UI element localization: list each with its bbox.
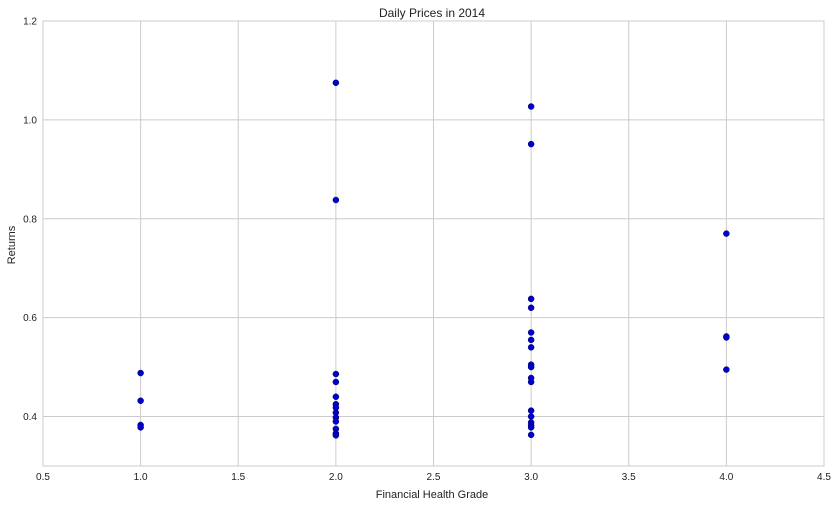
scatter-point [527,407,535,414]
chart-title: Daily Prices in 2014 [379,6,485,20]
scatter-point [723,334,730,341]
scatter-point [332,196,340,204]
scatter-point [527,103,535,110]
x-tick-label: 1.0 [134,472,148,483]
y-tick-label: 0.8 [23,214,37,225]
y-axis-label: Returns [6,225,18,264]
scatter-point [527,424,535,431]
scatter-point [332,393,340,401]
x-tick-label: 0.5 [36,472,50,483]
scatter-point [332,370,340,378]
x-axis-ticks: 0.5 1.0 1.5 2.0 2.5 3.0 3.5 4.0 4.5 [36,472,831,483]
x-tick-label: 3.0 [524,472,538,483]
x-tick-label: 1.5 [231,472,245,483]
plot-area-frame [42,20,825,467]
y-tick-label: 1.0 [23,115,37,126]
scatter-point [527,363,535,371]
x-tick-label: 4.5 [817,472,831,483]
scatter-point [332,432,340,439]
scatter-point [332,378,340,386]
scatter-point [527,378,535,386]
scatter-point [332,79,340,87]
scatter-point [527,304,535,312]
scatter-point [137,369,144,377]
scatter-point [527,431,535,439]
x-axis-label: Financial Health Grade [376,489,489,501]
scatter-point [527,413,535,420]
scatter-point [332,418,340,425]
scatter-point [723,230,730,237]
y-tick-label: 1.2 [23,17,37,28]
scatter-point [527,295,535,303]
x-tick-label: 3.5 [622,472,636,483]
scatter-point [137,424,144,431]
x-tick-label: 4.0 [719,472,733,483]
scatter-point [527,344,535,351]
y-axis-ticks: 0.4 0.6 0.8 1.0 1.2 [23,17,37,424]
x-tick-label: 2.0 [329,472,343,483]
scatter-point [527,329,535,336]
y-tick-label: 0.6 [23,313,37,324]
scatter-point [527,140,535,148]
x-tick-label: 2.5 [427,472,441,483]
scatter-point [723,366,730,373]
scatter-point [527,336,535,344]
y-tick-label: 0.4 [23,412,37,423]
data-points [137,79,730,439]
scatter-point [137,397,144,404]
